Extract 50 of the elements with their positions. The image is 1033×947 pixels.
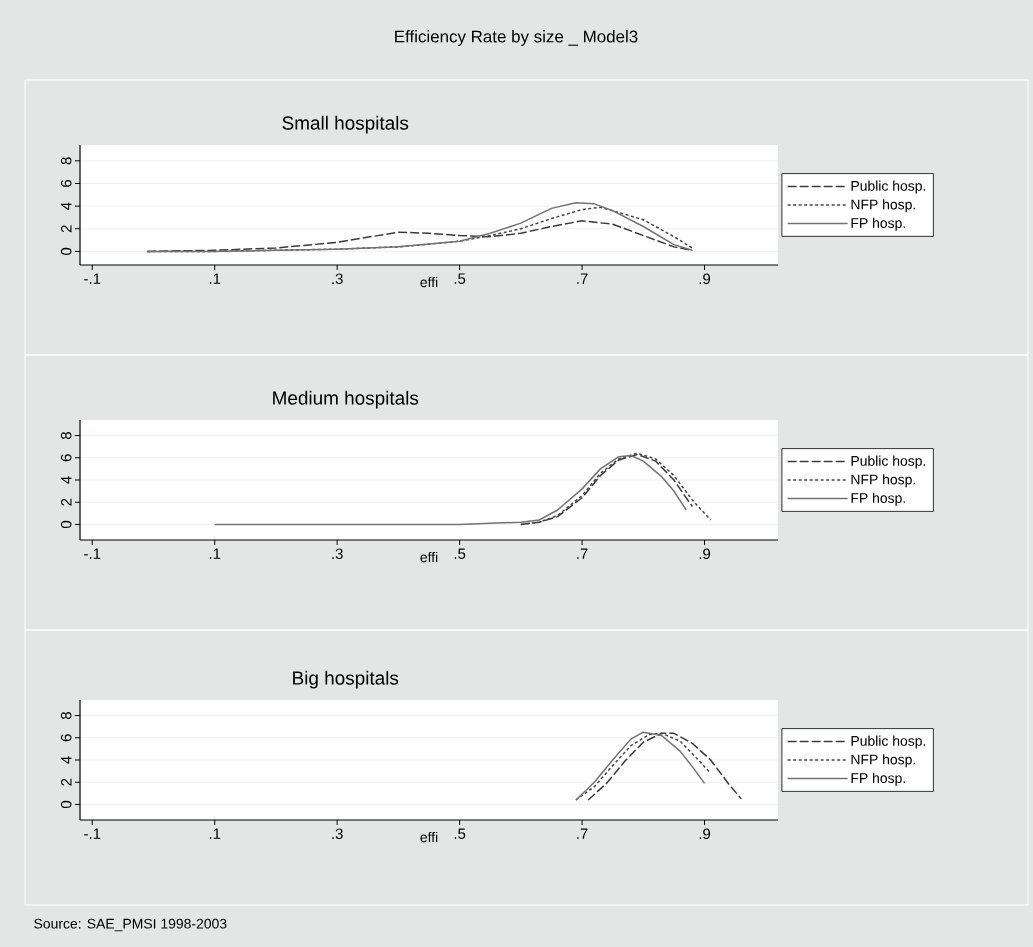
chart-subtitle: Medium hospitals: [273, 390, 419, 409]
x-tick-label: -.1: [84, 548, 101, 559]
source-note: Source: SAE_PMSI 1998-2003: [34, 918, 227, 932]
x-axis-title: effi: [420, 551, 438, 563]
y-tick-label: 6: [60, 454, 72, 462]
chart-subtitle: Small hospitals: [282, 115, 409, 134]
x-tick-label: .3: [332, 273, 343, 285]
y-tick-label: 2: [61, 498, 72, 506]
x-tick-label: .7: [577, 273, 588, 284]
x-tick-label: -.1: [84, 828, 101, 839]
chart-title: Efficiency Rate by size _ Model3: [395, 30, 638, 46]
legend-label: NFP hosp.: [851, 754, 915, 768]
y-tick-label: 4: [61, 202, 72, 210]
legend-label: Public hosp.: [851, 735, 926, 749]
x-tick-label: .9: [699, 273, 711, 285]
x-tick-label: .5: [454, 548, 466, 559]
x-tick-label: .1: [209, 828, 221, 839]
y-tick-label: 6: [60, 179, 72, 187]
legend-label: FP hosp.: [851, 772, 905, 786]
x-tick-label: .5: [454, 273, 466, 284]
y-tick-label: 0: [60, 800, 72, 809]
x-tick-label: .5: [454, 828, 466, 839]
legend-label: NFP hosp.: [851, 474, 915, 488]
y-tick-label: 8: [60, 157, 72, 165]
y-tick-label: 2: [61, 778, 72, 786]
x-tick-label: .3: [332, 548, 343, 560]
y-tick-label: 0: [60, 520, 72, 528]
x-axis-title: effi: [420, 831, 438, 843]
x-tick-label: .7: [577, 548, 588, 559]
x-tick-label: .9: [699, 828, 711, 840]
y-tick-label: 0: [60, 247, 72, 255]
legend-label: Public hosp.: [851, 180, 926, 194]
y-tick-label: 8: [60, 712, 72, 720]
y-tick-label: 6: [60, 734, 72, 742]
x-tick-label: .1: [209, 273, 221, 284]
x-tick-label: .1: [209, 548, 221, 559]
x-axis-title: effi: [420, 276, 438, 288]
y-tick-label: 4: [61, 476, 72, 484]
x-tick-label: .3: [332, 828, 343, 840]
y-tick-label: 8: [60, 432, 72, 440]
x-tick-label: -.1: [84, 273, 101, 284]
legend-label: Public hosp.: [851, 455, 926, 469]
x-tick-label: .7: [577, 828, 588, 839]
y-tick-label: 4: [61, 756, 72, 764]
chart-subtitle: Big hospitals: [293, 670, 399, 689]
y-tick-label: 2: [61, 225, 72, 233]
legend-label: NFP hosp.: [851, 199, 915, 213]
x-tick-label: .9: [699, 548, 711, 560]
legend-label: FP hosp.: [851, 492, 905, 506]
legend-label: FP hosp.: [851, 217, 905, 231]
